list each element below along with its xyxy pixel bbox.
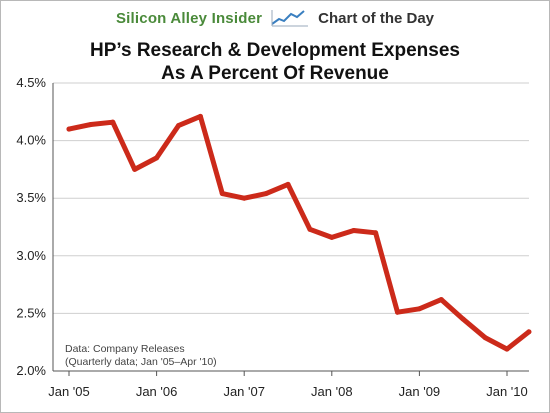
- data-point: [329, 234, 335, 240]
- x-tick-label: Jan '10: [486, 384, 528, 399]
- data-point: [285, 181, 291, 187]
- data-point: [110, 119, 116, 125]
- axes: [52, 83, 529, 372]
- y-tick-label: 4.5%: [16, 75, 46, 90]
- data-point: [154, 155, 160, 161]
- data-point: [197, 113, 203, 119]
- data-point: [526, 329, 532, 335]
- y-tick-label: 2.0%: [16, 363, 46, 378]
- data-point: [88, 121, 94, 127]
- x-tick-label: Jan '06: [136, 384, 178, 399]
- x-tick-label: Jan '08: [311, 384, 353, 399]
- chart-title-line-2: As A Percent Of Revenue: [161, 63, 389, 84]
- data-point: [66, 126, 72, 132]
- data-point: [373, 230, 379, 236]
- data-point: [351, 227, 357, 233]
- brand-name: Silicon Alley Insider: [115, 9, 263, 27]
- trend-chart-icon: [271, 10, 309, 27]
- y-tick-label: 2.5%: [16, 305, 46, 320]
- y-axis-ticks: 2.0% 2.5% 3.0% 3.5% 4.0% 4.5%: [16, 75, 46, 378]
- series: [66, 113, 532, 352]
- data-point: [307, 226, 313, 232]
- grid: [53, 82, 529, 314]
- x-tick-label: Jan '05: [48, 384, 90, 399]
- chart-title-line-1: HP’s Research & Development Expenses: [90, 40, 460, 61]
- data-point: [263, 191, 269, 197]
- chart-title: HP’s Research & Development Expenses As …: [1, 39, 549, 85]
- y-tick-label: 4.0%: [16, 133, 46, 148]
- banner: Silicon Alley Insider Chart of the Day: [1, 1, 549, 35]
- series-line: [66, 113, 532, 352]
- banner-tag: Chart of the Day: [318, 9, 435, 27]
- x-tick-label: Jan '07: [223, 384, 265, 399]
- x-axis-ticks: Jan '05 Jan '06 Jan '07 Jan '08 Jan '09 Jan '…: [48, 371, 528, 399]
- range-note: (Quarterly data; Jan '05–Apr '10): [65, 356, 217, 368]
- data-point: [219, 191, 225, 197]
- data-point: [176, 123, 181, 129]
- x-tick-label: Jan '09: [399, 384, 441, 399]
- y-tick-label: 3.5%: [16, 190, 46, 205]
- data-point: [395, 309, 400, 315]
- source-note: Data: Company Releases: [65, 343, 185, 355]
- data-point: [416, 306, 422, 312]
- y-tick-label: 3.0%: [16, 248, 46, 263]
- data-point: [460, 316, 466, 322]
- data-point: [241, 195, 247, 201]
- data-point: [132, 166, 138, 172]
- data-point: [504, 346, 510, 352]
- data-point: [482, 335, 488, 341]
- data-point: [438, 297, 444, 303]
